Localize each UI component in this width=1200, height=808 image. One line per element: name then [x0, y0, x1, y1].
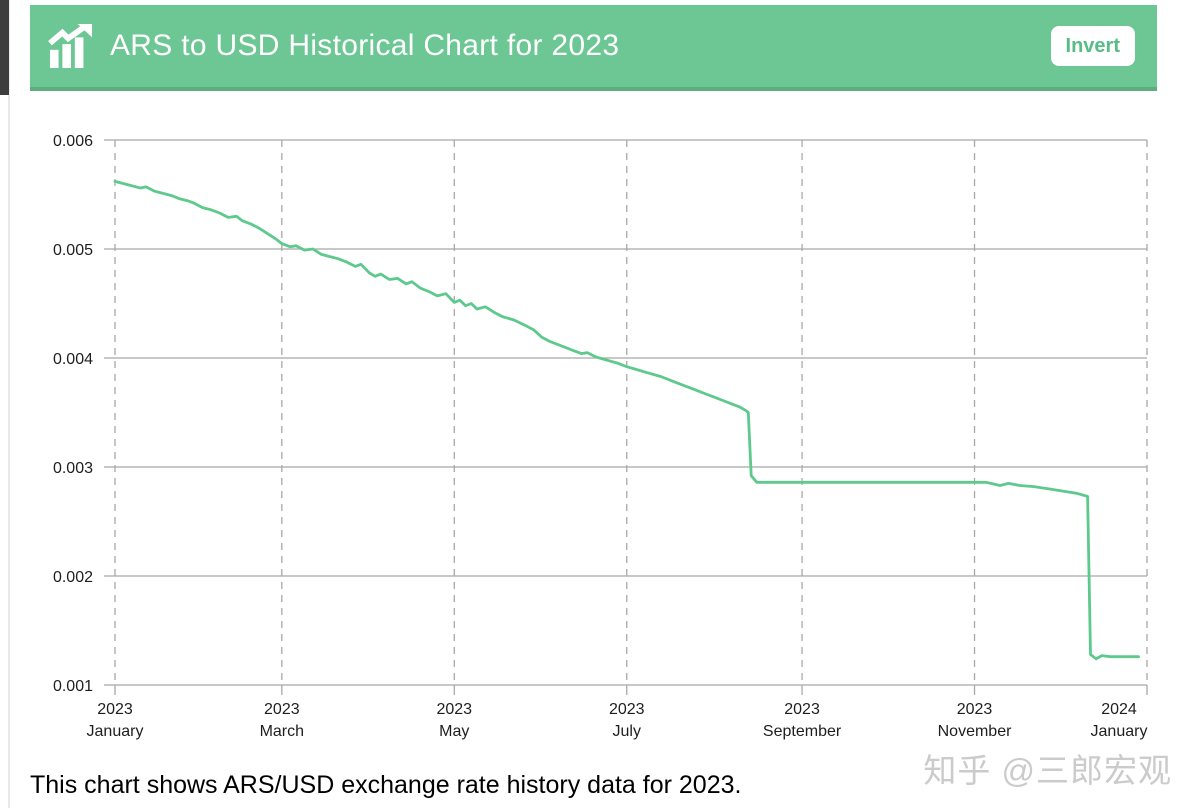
ars-usd-line-chart[interactable]: 0.0060.0050.0040.0030.0020.0012023Januar… [0, 95, 1200, 760]
x-tick-month: July [613, 723, 641, 740]
left-edge-dark-strip [0, 0, 9, 95]
x-tick-month: May [439, 723, 469, 740]
y-tick-label: 0.004 [53, 351, 93, 368]
x-tick-month: January [1091, 723, 1148, 740]
y-tick-label: 0.005 [53, 242, 93, 259]
bar-chart-trending-up-icon [48, 24, 94, 68]
x-tick-month: January [87, 723, 144, 740]
y-tick-label: 0.002 [53, 569, 93, 586]
watermark: 知乎 @三郎宏观 [923, 752, 1172, 789]
x-tick-year: 2023 [957, 701, 993, 718]
y-tick-label: 0.001 [53, 678, 93, 695]
left-edge-line [8, 0, 10, 808]
y-tick-label: 0.006 [53, 133, 93, 150]
chart-header: ARS to USD Historical Chart for 2023 Inv… [30, 5, 1157, 91]
x-tick-year: 2023 [784, 701, 820, 718]
x-tick-month: November [938, 723, 1012, 740]
y-tick-label: 0.003 [53, 460, 93, 477]
chart-area: 0.006 0.005 0.004 0.003 0.002 0.001 2023 Januar… [0, 95, 1200, 760]
exchange-rate-line [113, 180, 1140, 661]
chart-title: ARS to USD Historical Chart for 2023 [110, 29, 620, 62]
x-tick-year: 2023 [97, 701, 133, 718]
x-tick-year: 2023 [609, 701, 645, 718]
x-tick-month: September [763, 723, 842, 740]
x-tick-year: 2023 [436, 701, 472, 718]
x-tick-year: 2024 [1101, 701, 1137, 718]
x-tick-year: 2023 [264, 701, 300, 718]
invert-button[interactable]: Invert [1050, 26, 1135, 66]
x-tick-month: March [260, 723, 304, 740]
chart-caption: This chart shows ARS/USD exchange rate h… [30, 771, 742, 799]
